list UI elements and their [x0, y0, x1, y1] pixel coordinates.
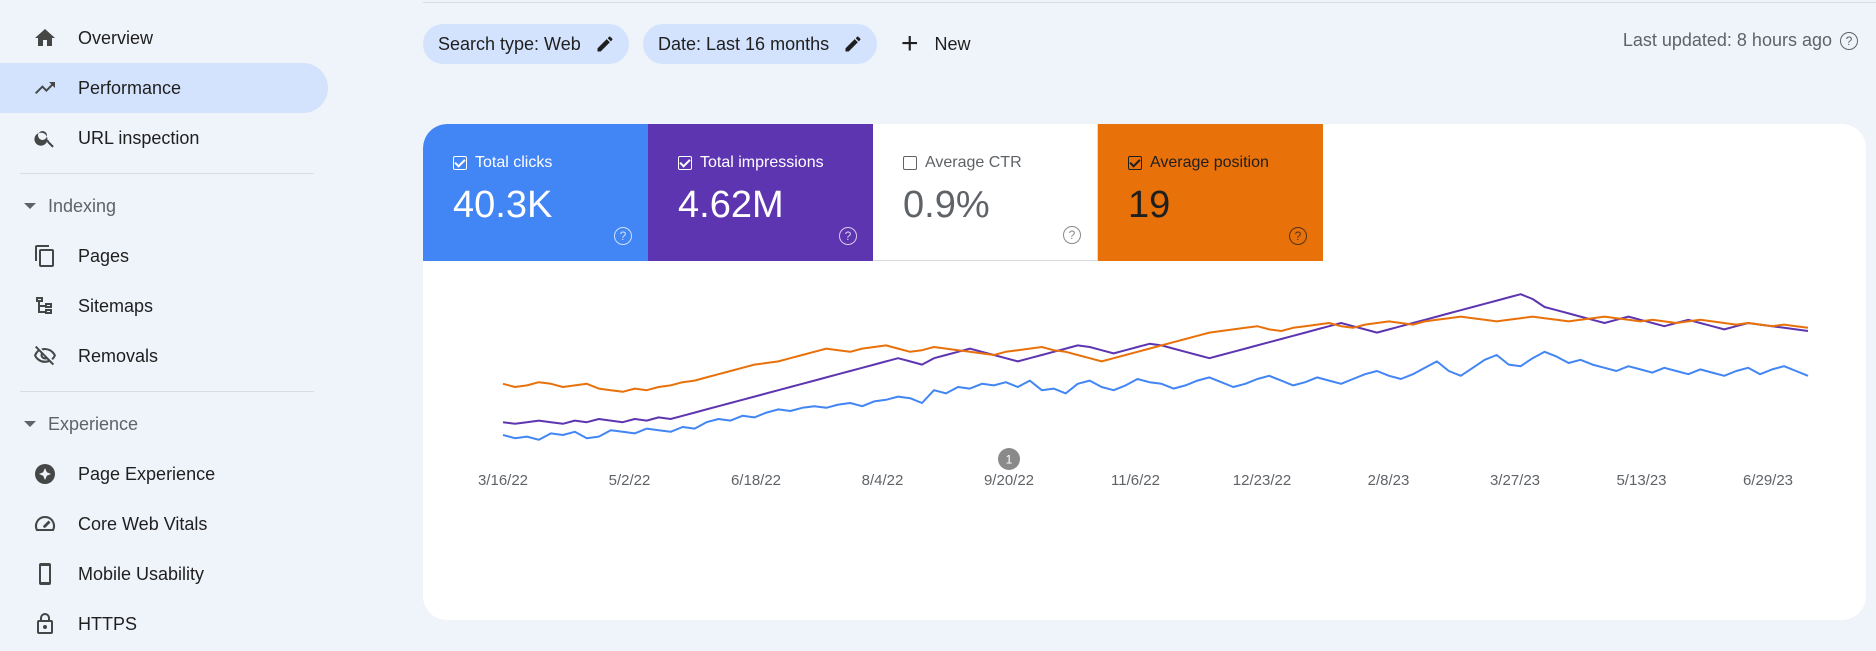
x-tick-label: 12/23/22: [1233, 472, 1291, 489]
trending-up-icon: [32, 75, 58, 101]
metric-average-position[interactable]: Average position 19 ?: [1098, 124, 1323, 261]
sidebar-item-label: Sitemaps: [78, 295, 154, 316]
x-tick-label: 5/13/23: [1616, 472, 1666, 489]
help-icon[interactable]: ?: [1063, 226, 1081, 244]
section-title: Experience: [48, 413, 139, 434]
sidebar-item-label: Mobile Usability: [78, 563, 205, 584]
x-tick-label: 8/4/22: [862, 472, 904, 489]
search-icon: [32, 125, 58, 151]
pages-icon: [32, 243, 58, 269]
sidebar-item-https[interactable]: HTTPS: [0, 599, 328, 649]
help-icon[interactable]: ?: [839, 227, 857, 245]
sidebar-item-label: Core Web Vitals: [78, 513, 208, 534]
series-line-average-position: [502, 315, 1809, 393]
header-divider: [423, 2, 1876, 3]
metric-total-clicks[interactable]: Total clicks 40.3K ?: [423, 124, 648, 261]
sidebar-item-label: Overview: [78, 27, 154, 48]
checkbox-icon[interactable]: [903, 156, 917, 170]
caret-down-icon: [24, 203, 36, 209]
sidebar-item-core-web-vitals[interactable]: Core Web Vitals: [0, 499, 328, 549]
sidebar: Overview Performance URL inspection Inde…: [0, 0, 330, 651]
sidebar-item-label: HTTPS: [78, 613, 138, 634]
sidebar-item-overview[interactable]: Overview: [0, 13, 328, 63]
x-tick-label: 9/20/22: [984, 472, 1034, 489]
metric-label: Average position: [1150, 154, 1269, 171]
chip-label: Date: Last 16 months: [658, 33, 830, 54]
chip-label: Search type: Web: [438, 33, 581, 54]
section-title: Indexing: [48, 195, 117, 216]
metric-total-impressions[interactable]: Total impressions 4.62M ?: [648, 124, 873, 261]
sidebar-item-removals[interactable]: Removals: [0, 331, 328, 381]
divider: [20, 173, 314, 174]
last-updated: Last updated: 8 hours ago ?: [1623, 30, 1858, 51]
metric-value: 0.9%: [903, 184, 990, 226]
x-tick-label: 6/29/23: [1743, 472, 1793, 489]
sitemap-icon: [32, 293, 58, 319]
series-line-total-clicks: [502, 350, 1809, 441]
x-tick-label: 6/18/22: [731, 472, 781, 489]
search-type-chip[interactable]: Search type: Web: [423, 24, 629, 64]
eye-off-icon: [32, 343, 58, 369]
edit-icon: [597, 36, 613, 52]
help-icon[interactable]: ?: [1289, 227, 1307, 245]
annotation-marker[interactable]: [998, 448, 1020, 470]
sidebar-item-label: Performance: [78, 77, 182, 98]
metric-average-ctr[interactable]: Average CTR 0.9% ?: [873, 124, 1098, 261]
home-icon: [32, 25, 58, 51]
metric-label: Total clicks: [475, 154, 553, 171]
metric-label: Average CTR: [925, 154, 1022, 171]
new-filter-button[interactable]: + New: [895, 24, 977, 64]
lock-icon: [32, 611, 58, 637]
help-icon[interactable]: ?: [614, 227, 632, 245]
new-button-label: New: [934, 33, 971, 54]
sidebar-item-pages[interactable]: Pages: [0, 231, 328, 281]
performance-chart[interactable]: 1 3/16/22 5/2/22 6/18/22 8/4/22 9/20/22 11/6/…: [423, 261, 1866, 620]
sidebar-item-mobile-usability[interactable]: Mobile Usability: [0, 549, 328, 599]
edit-icon: [845, 36, 861, 52]
gauge-icon: [32, 511, 58, 537]
date-range-chip[interactable]: Date: Last 16 months: [643, 24, 878, 64]
metric-label: Total impressions: [700, 154, 824, 171]
caret-down-icon: [24, 421, 36, 427]
section-experience[interactable]: Experience: [0, 404, 328, 444]
sidebar-item-label: Removals: [78, 345, 159, 366]
checkbox-icon[interactable]: [678, 156, 692, 170]
x-tick-label: 3/16/22: [478, 472, 528, 489]
sidebar-item-performance[interactable]: Performance: [0, 63, 328, 113]
sidebar-item-label: URL inspection: [78, 127, 200, 148]
metric-value: 4.62M: [678, 184, 784, 226]
x-tick-label: 2/8/23: [1368, 472, 1410, 489]
section-indexing[interactable]: Indexing: [0, 186, 328, 226]
help-icon[interactable]: ?: [1840, 31, 1858, 50]
performance-card: Total clicks 40.3K ? Total impressions 4…: [423, 124, 1866, 620]
page-experience-icon: [32, 461, 58, 487]
series-line-total-impressions: [502, 293, 1809, 425]
x-tick-label: 11/6/22: [1111, 472, 1160, 489]
annotation-label: 1: [1006, 453, 1013, 467]
x-tick-label: 5/2/22: [609, 472, 651, 489]
smartphone-icon: [32, 561, 58, 587]
plus-icon: +: [901, 27, 919, 60]
x-tick-label: 3/27/23: [1490, 472, 1540, 489]
checkbox-icon[interactable]: [453, 156, 467, 170]
divider: [20, 391, 314, 392]
sidebar-item-label: Pages: [78, 245, 130, 266]
sidebar-item-page-experience[interactable]: Page Experience: [0, 449, 328, 499]
sidebar-item-label: Page Experience: [78, 463, 216, 484]
sidebar-item-sitemaps[interactable]: Sitemaps: [0, 281, 328, 331]
sidebar-item-url-inspection[interactable]: URL inspection: [0, 113, 328, 163]
last-updated-text: Last updated: 8 hours ago: [1622, 30, 1832, 50]
metric-value: 40.3K: [453, 184, 553, 226]
metric-value: 19: [1128, 184, 1171, 226]
checkbox-icon[interactable]: [1128, 156, 1142, 170]
